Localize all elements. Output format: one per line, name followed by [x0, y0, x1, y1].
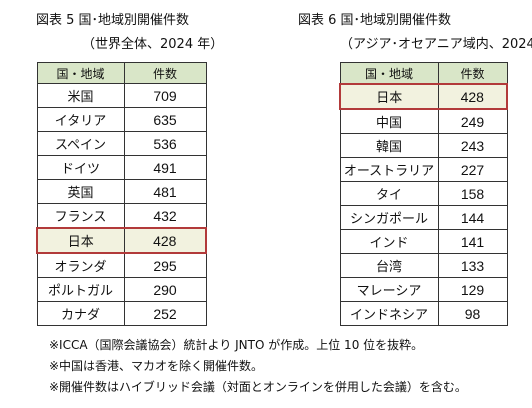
count-cell: 635: [123, 107, 207, 132]
count-cell: 249: [437, 108, 508, 134]
table-row: スペイン 536: [36, 131, 207, 156]
table-row: 日本 428: [36, 227, 207, 254]
table-row: 韓国 243: [339, 133, 508, 158]
count-cell: 295: [123, 252, 207, 278]
figure5-table-body: 米国 709 イタリア 635 スペイン 536 ドイツ 491 英国 481 フランス 432 日本 4…: [36, 83, 207, 326]
region-cell: ポルトガル: [36, 277, 125, 302]
table-row: シンガポール 144: [339, 205, 508, 230]
figure6-subtitle: （アジア･オセアニア域内、2024: [340, 37, 532, 52]
table-row: 台湾 133: [339, 253, 508, 278]
region-cell: ドイツ: [36, 155, 125, 180]
region-cell: フランス: [36, 203, 125, 229]
region-cell: 日本: [36, 227, 125, 254]
header-region: 国・地域: [339, 62, 439, 85]
region-cell: 米国: [36, 83, 125, 108]
region-cell: オーストラリア: [339, 157, 439, 182]
table-row: 中国 249: [339, 108, 508, 134]
table-row: 米国 709: [36, 83, 207, 108]
footnote-hybrid: ※開催件数はハイブリッド会議（対面とオンラインを併用した会議）を含む。: [49, 380, 467, 394]
footnotes: ※ICCA（国際会議協会）統計より JNTO が作成。上位 10 位を抜粋。 ※…: [49, 335, 467, 398]
count-cell: 290: [123, 277, 207, 302]
region-cell: インド: [339, 229, 439, 254]
count-cell: 133: [437, 253, 508, 278]
count-cell: 227: [437, 157, 508, 182]
table-row: イタリア 635: [36, 107, 207, 132]
table-row: タイ 158: [339, 181, 508, 206]
count-cell: 98: [437, 301, 508, 326]
figure6-table-body: 日本 428 中国 249 韓国 243 オーストラリア 227 タイ 158 シンガポール 144 イ…: [339, 83, 508, 326]
table-row: カナダ 252: [36, 301, 207, 326]
region-cell: オランダ: [36, 252, 125, 278]
region-cell: タイ: [339, 181, 439, 206]
table-header-row: 国・地域 件数: [339, 62, 508, 85]
figure6-table: 国・地域 件数 日本 428 中国 249 韓国 243 オーストラリア 227 タイ 158 シン…: [339, 62, 508, 326]
count-cell: 129: [437, 277, 508, 302]
region-cell: シンガポール: [339, 205, 439, 230]
figure5-title: 図表 5 国･地域別開催件数: [36, 13, 190, 28]
region-cell: イタリア: [36, 107, 125, 132]
count-cell: 158: [437, 181, 508, 206]
header-count: 件数: [437, 62, 508, 85]
table-row: 日本 428: [339, 83, 508, 110]
count-cell: 428: [123, 227, 207, 254]
count-cell: 536: [123, 131, 207, 156]
table-row: オランダ 295: [36, 252, 207, 278]
count-cell: 144: [437, 205, 508, 230]
table-row: ドイツ 491: [36, 155, 207, 180]
count-cell: 709: [123, 83, 207, 108]
table-row: ポルトガル 290: [36, 277, 207, 302]
footnote-china: ※中国は香港、マカオを除く開催件数。: [49, 359, 264, 373]
header-count: 件数: [123, 62, 207, 84]
region-cell: スペイン: [36, 131, 125, 156]
footnote-source: ※ICCA（国際会議協会）統計より JNTO が作成。上位 10 位を抜粋。: [49, 338, 424, 352]
count-cell: 141: [437, 229, 508, 254]
region-cell: インドネシア: [339, 301, 439, 326]
header-region: 国・地域: [36, 62, 125, 84]
region-cell: 日本: [339, 83, 439, 110]
count-cell: 432: [123, 203, 207, 229]
region-cell: カナダ: [36, 301, 125, 326]
table-row: インド 141: [339, 229, 508, 254]
region-cell: 英国: [36, 179, 125, 204]
region-cell: マレーシア: [339, 277, 439, 302]
table-row: 英国 481: [36, 179, 207, 204]
region-cell: 韓国: [339, 133, 439, 158]
table-row: インドネシア 98: [339, 301, 508, 326]
table-row: フランス 432: [36, 203, 207, 229]
count-cell: 481: [123, 179, 207, 204]
figure5-table: 国・地域 件数 米国 709 イタリア 635 スペイン 536 ドイツ 491 英国 481 フラ…: [36, 62, 207, 326]
count-cell: 428: [437, 83, 508, 110]
count-cell: 491: [123, 155, 207, 180]
count-cell: 243: [437, 133, 508, 158]
table-row: オーストラリア 227: [339, 157, 508, 182]
table-header-row: 国・地域 件数: [36, 62, 207, 84]
region-cell: 台湾: [339, 253, 439, 278]
region-cell: 中国: [339, 108, 439, 134]
figure6-title: 図表 6 国･地域別開催件数: [298, 13, 452, 28]
count-cell: 252: [123, 301, 207, 326]
figure5-subtitle: （世界全体、2024 年）: [82, 37, 224, 52]
table-row: マレーシア 129: [339, 277, 508, 302]
